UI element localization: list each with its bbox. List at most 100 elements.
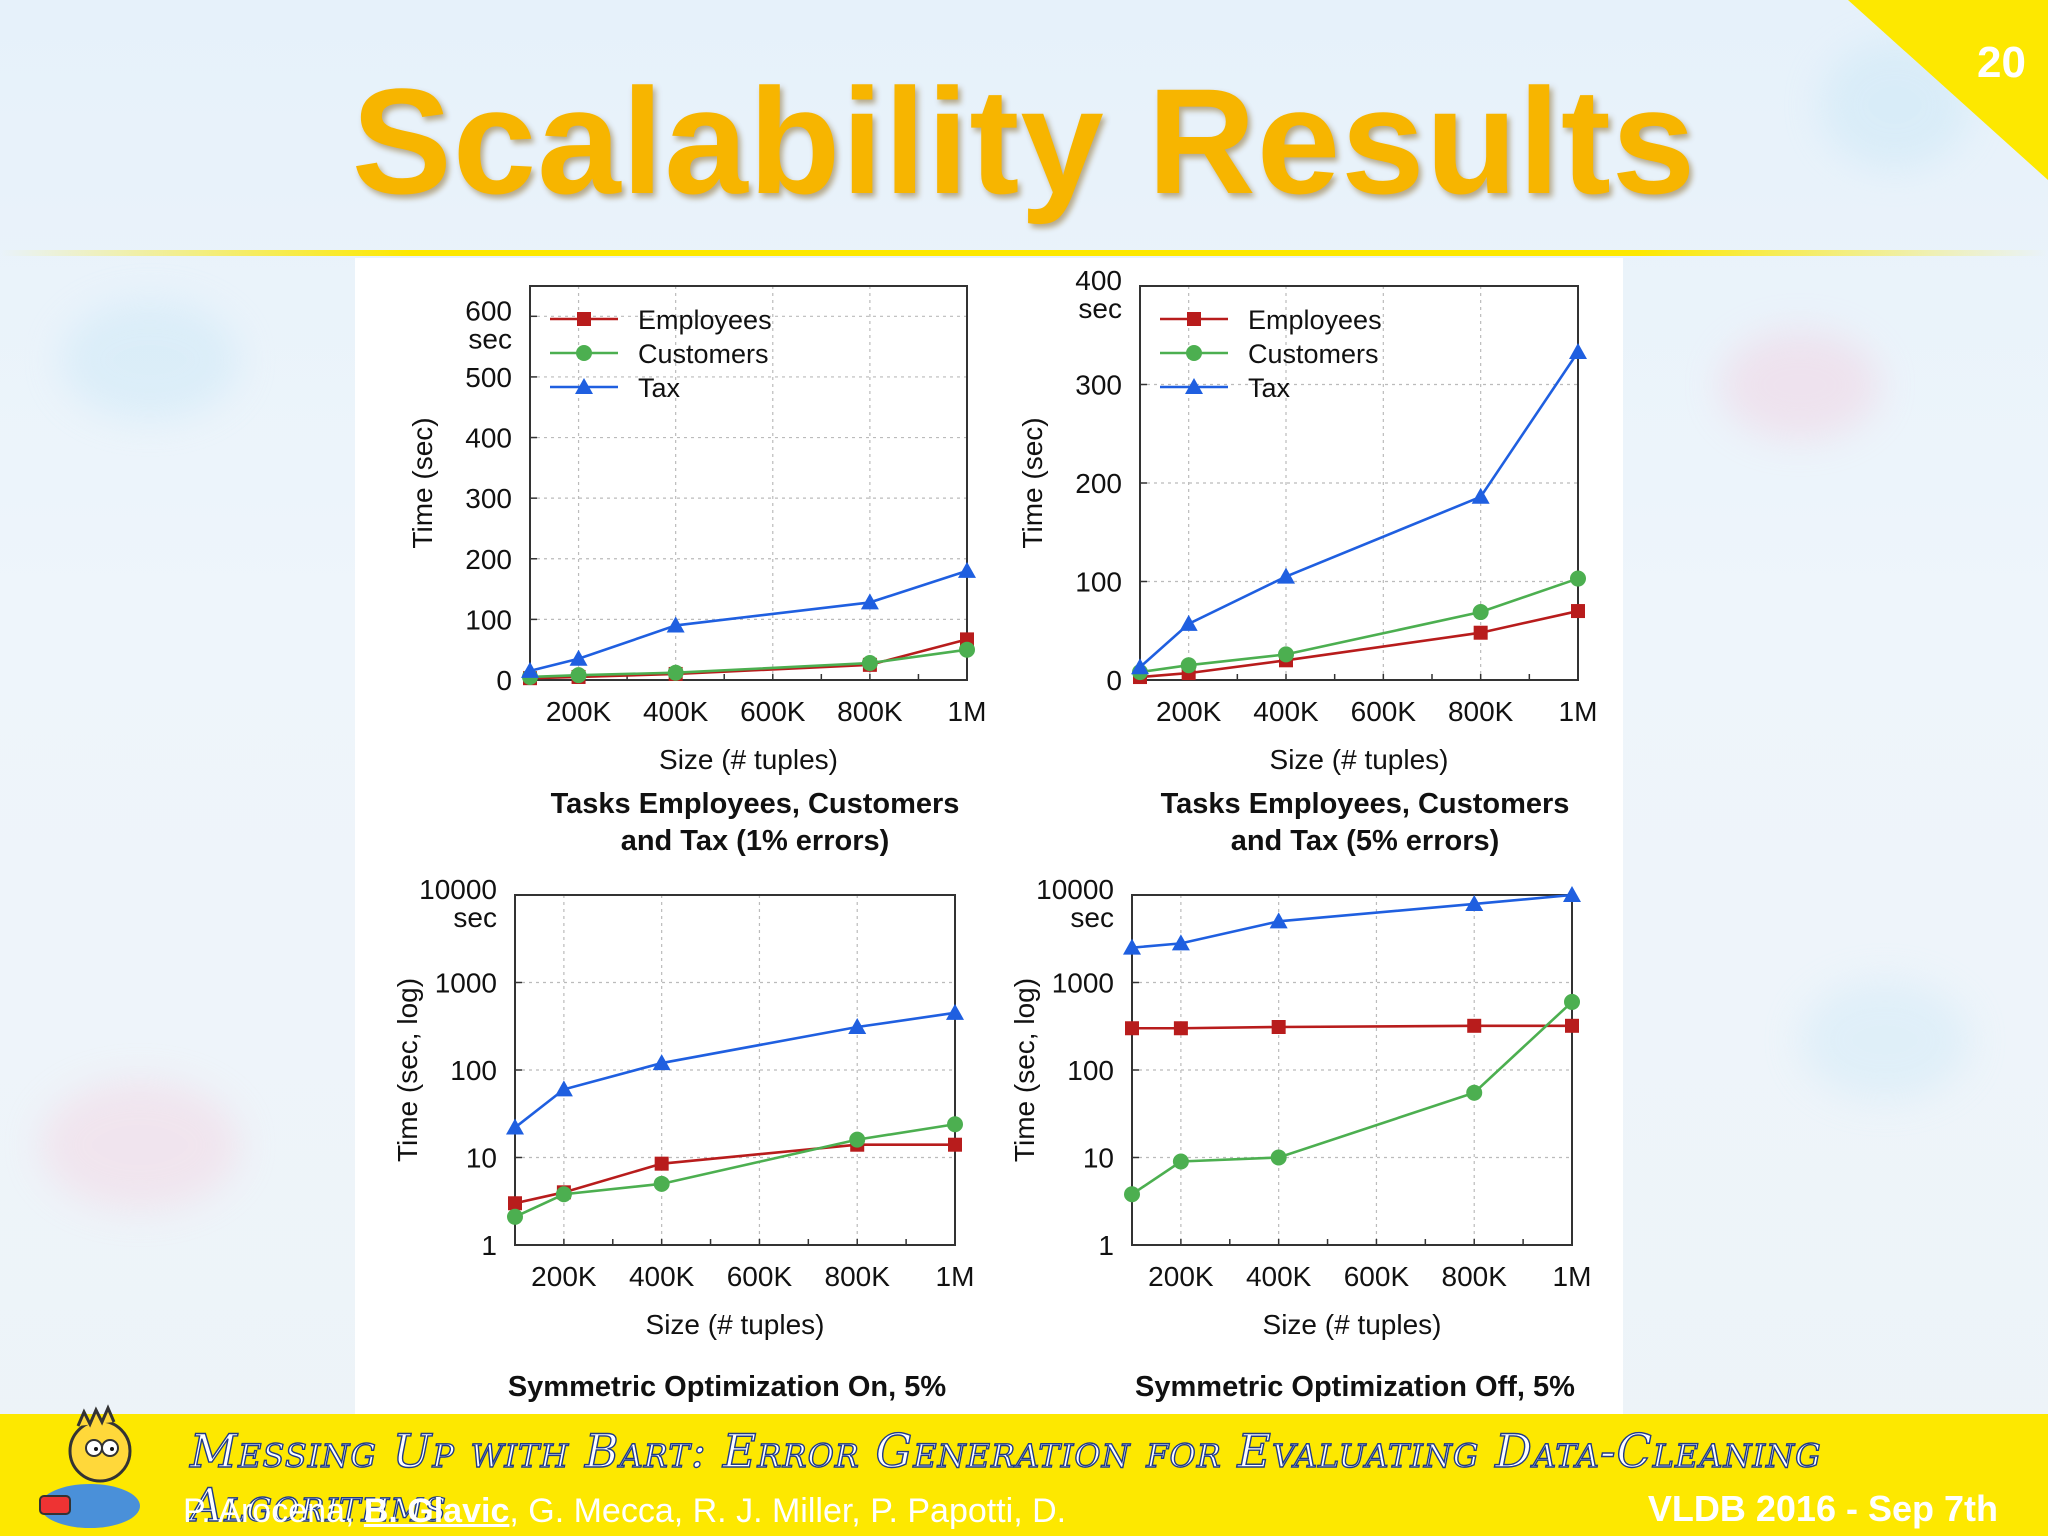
data-point-tax [1277,567,1295,584]
series-line-employees [514,1143,955,1205]
series-line-employees [1139,609,1579,679]
x-axis-label: Size (# tuples) [1263,1309,1442,1340]
data-point-employees [654,1156,669,1171]
data-point-tax [569,649,588,666]
data-point-employees [1125,1021,1139,1036]
data-point-customers [1466,1084,1483,1101]
background-decoration [40,1080,240,1210]
data-point-tax [652,1054,671,1071]
data-point-tax [1563,886,1581,902]
authors-after: , G. Mecca, R. J. Miller, P. Papotti, D. [509,1492,1067,1530]
x-tick-label: 800K [837,696,903,727]
x-tick-label: 600K [740,696,806,727]
y-tick-label: 300 [465,483,512,514]
y-tick-label: 100 [450,1055,497,1086]
presenting-author: B. Glavic [363,1492,510,1530]
y-tick-label: 1 [481,1230,497,1261]
y-axis-label: Time (sec, log) [392,978,423,1162]
x-tick-label: 400K [1253,696,1319,727]
x-axis-label: Size (# tuples) [659,744,838,775]
author-list: P. Arocena, B. Glavic, G. Mecca, R. J. M… [183,1492,1066,1531]
data-point-customers [849,1131,866,1148]
legend-marker-tax [1185,378,1203,394]
data-point-customers [947,1116,963,1133]
y-tick-label: 10 [1083,1143,1114,1174]
slide-title: Scalability Results [351,57,1697,225]
data-point-tax [506,1118,524,1135]
series-line-customers [1131,1000,1573,1196]
x-tick-label: 1M [936,1261,975,1292]
plot-frame [529,285,968,681]
title-divider [0,250,2048,256]
y-tick-label: 400 [1075,265,1122,296]
cartoon-mascot-icon [39,1404,140,1528]
legend-marker-tax [575,378,593,394]
x-axis-label: Size (# tuples) [646,1309,825,1340]
x-tick-label: 600K [727,1261,793,1292]
y-axis-label: Time (sec, log) [1009,978,1040,1162]
data-point-customers [1564,993,1580,1010]
data-point-tax [1465,894,1484,911]
footer-banner: Messing Up with Bart: Error Generation f… [0,1414,2048,1536]
background-decoration [60,300,240,420]
data-point-customers [1172,1153,1189,1170]
series-line-employees [1132,1024,1572,1030]
data-point-employees [508,1196,522,1211]
x-tick-label: 200K [1148,1261,1214,1292]
chart-caption: and Tax (1% errors) [621,825,890,857]
data-point-tax [1569,342,1587,359]
chart-caption: Symmetric Optimization On, 5% [508,1371,947,1403]
data-point-tax [1471,487,1490,504]
y-tick-label: 10000 [419,874,497,905]
legend-label-employees: Employees [1248,305,1382,335]
data-point-tax [946,1003,964,1020]
charts-svg: 200K 400K 600K 800K 1M0100200300400500600sec… [392,265,1597,1403]
series-line-customers [514,1122,956,1218]
y-tick-label: 400 [465,423,512,454]
x-tick-label: 400K [629,1261,695,1292]
y-tick-label: 600 [465,295,512,326]
x-tick-label: 600K [1344,1261,1410,1292]
x-tick-label: 400K [1246,1261,1312,1292]
chart-caption: Tasks Employees, Customers [551,788,960,820]
slide-number: 20 [1977,38,2026,87]
y-unit-label: sec [1078,293,1122,324]
y-tick-label: 100 [1067,1055,1114,1086]
chart-caption: Symmetric Optimization Off, 5% [1135,1371,1575,1403]
x-tick-label: 200K [1156,696,1222,727]
chart-figure: 200K 400K 600K 800K 1M 0 100 200 300 400 500 600 sec… [355,258,1623,1416]
data-point-customers [1472,604,1489,621]
legend-label-tax: Tax [1248,373,1291,403]
y-axis-label: Time (sec) [1017,417,1048,548]
data-point-employees [1571,604,1585,619]
x-tick-label: 200K [546,696,612,727]
data-point-tax [848,1018,867,1035]
series-line-tax [1139,351,1580,669]
y-unit-label: sec [468,323,512,354]
y-tick-label: 0 [1106,665,1122,696]
y-tick-label: 100 [1075,567,1122,598]
data-point-employees [1271,1020,1286,1035]
legend-label-employees: Employees [638,305,772,335]
data-point-employees [1473,625,1488,640]
data-point-tax [958,561,976,578]
chart-caption: Tasks Employees, Customers [1161,788,1570,820]
data-point-customers [1124,1186,1140,1203]
x-tick-label: 800K [825,1261,891,1292]
data-point-tax [1171,934,1190,951]
background-decoration [1800,980,1970,1100]
y-tick-label: 200 [1075,468,1122,499]
y-tick-label: 200 [465,544,512,575]
legend-label-customers: Customers [638,339,769,369]
chart-caption: and Tax (5% errors) [1231,825,1500,857]
y-tick-label: 0 [496,665,512,696]
x-tick-label: 600K [1351,696,1417,727]
legend-marker-customers [1186,345,1202,361]
y-unit-label: sec [453,902,497,933]
data-point-tax [1269,912,1288,929]
venue-date: VLDB 2016 - Sep 7th [1647,1488,1998,1529]
x-tick-label: 1M [948,696,987,727]
legend-label-tax: Tax [638,373,681,403]
data-point-employees [1565,1018,1579,1033]
y-tick-label: 500 [465,362,512,393]
